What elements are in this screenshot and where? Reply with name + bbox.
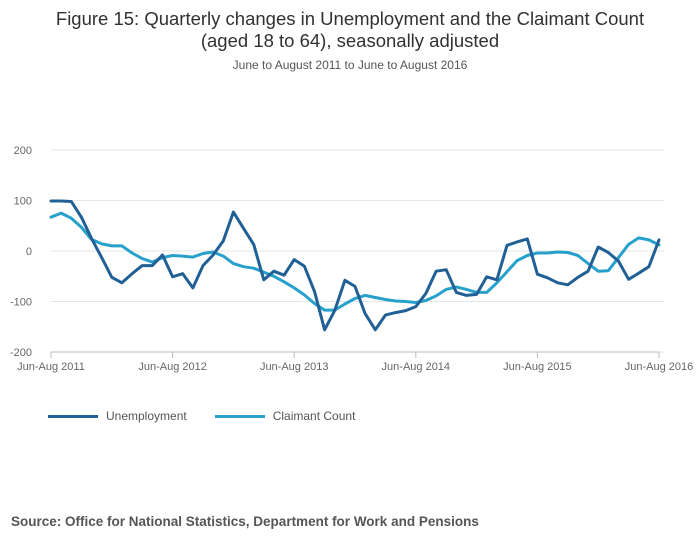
x-tick-label: Jun-Aug 2014 (382, 361, 451, 373)
x-tick-label: Jun-Aug 2011 (17, 361, 85, 373)
y-tick-label: 100 (14, 196, 32, 208)
legend-item-unemployment[interactable]: Unemployment (48, 409, 187, 423)
x-tick-label: Jun-Aug 2012 (138, 361, 207, 373)
legend-swatch-claimant-count (214, 414, 265, 418)
y-tick-label: 200 (14, 145, 32, 157)
x-tick-label: Jun-Aug 2015 (503, 361, 572, 373)
chart-title-line-2: (aged 18 to 64), seasonally adjusted (200, 30, 500, 51)
chart-title: Figure 15: Quarterly changes in Unemploy… (0, 8, 700, 52)
legend-swatch-unemployment (48, 414, 98, 418)
legend-item-claimant-count[interactable]: Claimant Count (214, 409, 356, 423)
legend-label-unemployment: Unemployment (106, 409, 187, 423)
y-tick-label: 0 (26, 246, 32, 258)
series-line-claimant-count (49, 211, 661, 312)
x-tick-label: Jun-Aug 2013 (260, 361, 329, 373)
axes: 200 100 0 -100 -200 Jun-Aug 2011 Jun-Aug 2012 J… (10, 145, 693, 373)
legend-label-claimant-count: Claimant Count (272, 409, 356, 423)
chart-title-line-1: Figure 15: Quarterly changes in Unemploy… (55, 8, 645, 29)
y-tick-label: -200 (10, 347, 32, 359)
legend: Unemployment Claimant Count (48, 409, 383, 423)
series-lines (49, 199, 661, 332)
grid-lines (51, 149, 664, 353)
x-tick-label: Jun-Aug 2016 (625, 361, 694, 373)
chart-subtitle: June to August 2011 to June to August 20… (232, 58, 468, 72)
series-line-unemployment (49, 199, 661, 332)
source-note: Source: Office for National Statistics, … (11, 514, 479, 529)
y-tick-label: -100 (10, 297, 32, 309)
